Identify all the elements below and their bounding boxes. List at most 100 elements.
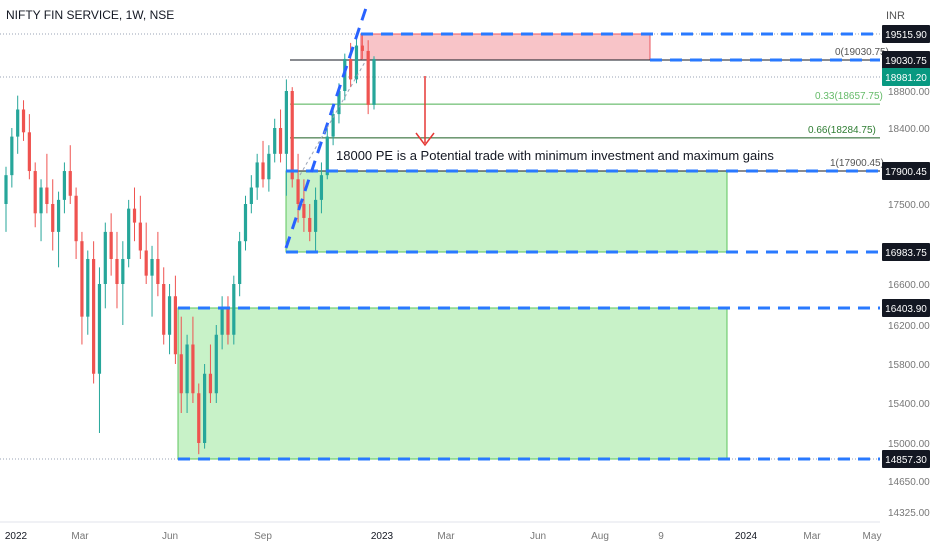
y-tick-10: 16200.00 xyxy=(888,321,930,332)
overlays: 18000 PE is a Potential trade with minim… xyxy=(178,7,880,461)
currency-label: INR xyxy=(886,10,905,22)
candle-47 xyxy=(278,109,283,163)
candle-body-29 xyxy=(173,296,178,355)
fib-label-2: 0.66(18284.75) xyxy=(808,125,876,136)
x-axis: 2022 Mar Jun Sep 2023 Mar Jun Aug 9 2024 Mar May xyxy=(0,521,882,542)
zone-demand-1 xyxy=(285,170,728,253)
candle-36 xyxy=(214,325,218,403)
price-label-text-5: 16403.90 xyxy=(885,304,927,315)
x-label-1: Mar xyxy=(71,531,89,542)
price-label-bg-4 xyxy=(882,243,930,261)
price-label-1: 19030.75 xyxy=(882,51,930,69)
candle-body-0 xyxy=(4,175,8,204)
candle-54 xyxy=(319,162,324,214)
candle-33 xyxy=(197,383,201,455)
candles xyxy=(4,34,376,455)
price-label-5: 16403.90 xyxy=(882,299,930,317)
fib-label-3: 1(17900.45) xyxy=(830,158,884,169)
candle-42 xyxy=(249,175,253,214)
candle-62 xyxy=(366,40,370,115)
trend-line xyxy=(284,7,368,249)
candle-body-2 xyxy=(16,109,20,137)
candle-body-36 xyxy=(214,334,218,394)
candle-61 xyxy=(360,34,364,59)
y-tick-8: 16600.00 xyxy=(888,280,930,291)
candle-body-44 xyxy=(261,162,265,180)
candle-38 xyxy=(226,296,230,345)
candle-body-20 xyxy=(121,258,125,284)
candle-body-28 xyxy=(167,296,172,335)
price-label-text-1: 19030.75 xyxy=(885,56,927,67)
candle-body-18 xyxy=(109,231,113,259)
price-label-text-2: 18981.20 xyxy=(885,73,927,84)
candle-body-33 xyxy=(197,393,201,443)
candle-48 xyxy=(284,79,288,196)
y-tick-13: 15000.00 xyxy=(888,439,930,450)
candle-0 xyxy=(4,166,8,232)
candle-body-9 xyxy=(56,199,61,232)
candle-11 xyxy=(68,145,72,204)
candle-1 xyxy=(10,128,14,188)
price-label-4: 16983.75 xyxy=(882,243,930,261)
candle-body-25 xyxy=(150,258,154,276)
candle-45 xyxy=(267,145,271,192)
price-label-text-4: 16983.75 xyxy=(885,248,927,259)
candle-22 xyxy=(132,187,137,242)
candle-body-57 xyxy=(337,91,341,115)
candle-body-8 xyxy=(51,204,55,232)
candle-body-51 xyxy=(302,204,306,218)
candle-18 xyxy=(109,213,113,276)
candle-body-56 xyxy=(331,114,335,137)
candle-body-60 xyxy=(354,45,359,80)
candle-28 xyxy=(167,284,172,355)
candle-body-43 xyxy=(255,162,259,188)
candle-body-39 xyxy=(232,284,236,335)
candle-43 xyxy=(255,153,259,200)
candle-body-21 xyxy=(127,208,131,259)
candle-56 xyxy=(331,104,335,146)
candle-body-16 xyxy=(97,284,102,374)
x-label-7: Aug xyxy=(591,531,609,542)
candle-body-35 xyxy=(208,373,213,394)
candle-body-27 xyxy=(162,284,166,335)
candle-body-7 xyxy=(45,187,49,204)
candle-50 xyxy=(296,153,300,223)
candle-27 xyxy=(162,267,166,345)
candle-body-12 xyxy=(74,195,78,242)
fib-label-0: 0(19030.75) xyxy=(835,47,889,58)
trend-line-thin xyxy=(299,61,366,176)
candle-body-13 xyxy=(80,241,84,317)
candle-40 xyxy=(238,231,242,297)
candle-body-30 xyxy=(179,354,183,394)
candle-26 xyxy=(156,231,160,297)
candle-37 xyxy=(220,296,224,350)
candle-10 xyxy=(62,162,67,214)
candle-12 xyxy=(74,187,78,259)
x-label-9: 2024 xyxy=(735,531,758,542)
candle-23 xyxy=(138,195,142,259)
candle-body-17 xyxy=(103,231,107,284)
y-tick-12: 15400.00 xyxy=(888,399,930,410)
candle-body-38 xyxy=(226,308,230,335)
annotation-text: 18000 PE is a Potential trade with minim… xyxy=(336,148,774,163)
candle-29 xyxy=(173,275,178,364)
y-tick-15: 14650.00 xyxy=(888,477,930,488)
price-label-bg-1 xyxy=(882,51,930,69)
price-label-bg-6 xyxy=(882,450,930,468)
candle-63 xyxy=(372,56,376,110)
price-label-text-3: 17900.45 xyxy=(885,167,927,178)
candle-13 xyxy=(80,231,84,345)
candle-34 xyxy=(202,364,207,449)
candle-9 xyxy=(56,191,61,268)
candle-60 xyxy=(354,37,359,84)
candle-body-22 xyxy=(132,208,137,223)
candle-body-26 xyxy=(156,258,160,284)
candle-body-59 xyxy=(349,58,353,80)
fib-label-1: 0.33(18657.75) xyxy=(815,91,883,102)
x-label-2: Jun xyxy=(162,531,178,542)
price-label-bg-2 xyxy=(882,68,930,86)
candle-body-34 xyxy=(202,373,207,443)
x-label-6: Jun xyxy=(530,531,546,542)
x-label-11: May xyxy=(863,531,882,542)
